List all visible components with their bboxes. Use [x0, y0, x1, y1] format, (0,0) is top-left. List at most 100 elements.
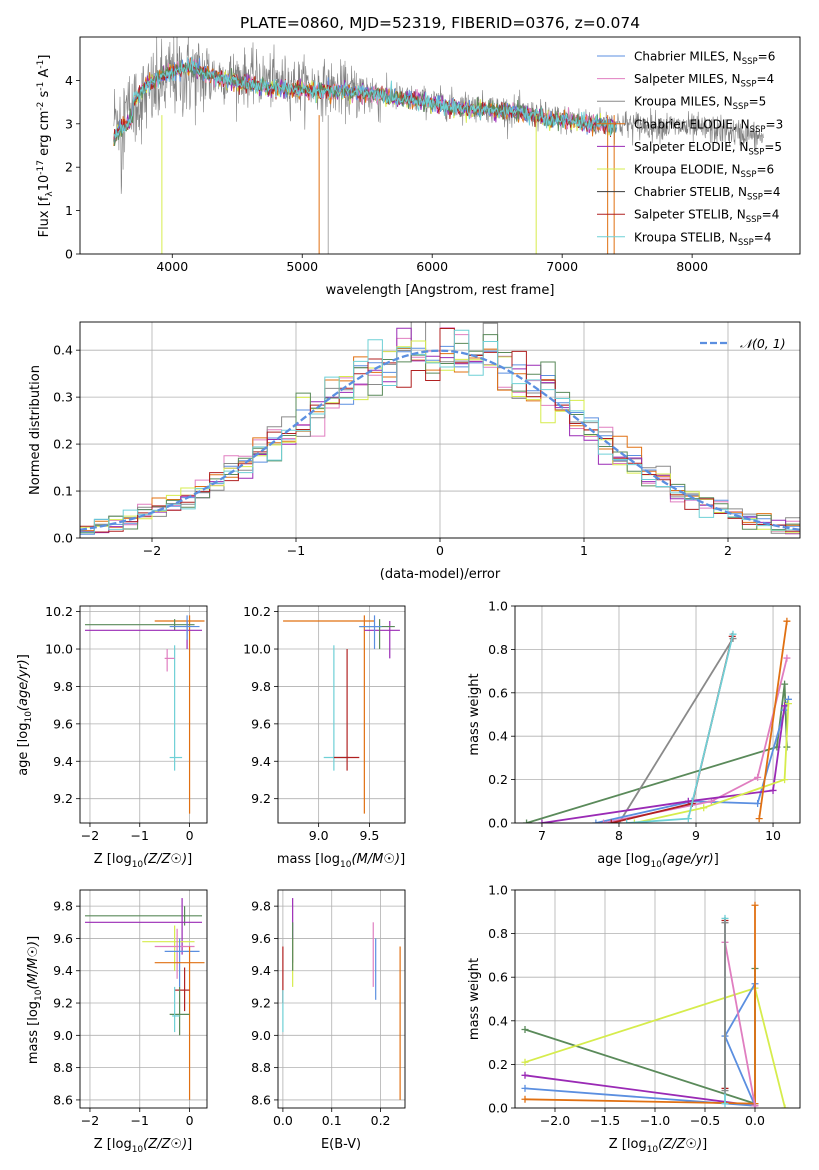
label-part: -17 [36, 160, 46, 175]
y-tick-label: 0.4 [488, 1013, 508, 1028]
weight-marker [783, 654, 791, 662]
figure-title: PLATE=0860, MJD=52319, FIBERID=0376, z=0… [240, 14, 640, 32]
y-axis-label: Flux [fλ10-17 erg cm-2 s-1 A-1] [36, 55, 55, 238]
y-tick-label: 0.2 [488, 772, 508, 787]
x-tick-label: 10 [765, 828, 781, 843]
label-part: =4 [762, 208, 780, 222]
y-tick-label: 0 [65, 247, 73, 262]
label-part: mass [log [277, 852, 340, 867]
axes-frame [79, 889, 208, 1109]
label-part: Flux [f [37, 196, 52, 237]
x-tick-label: 9.5 [359, 828, 379, 843]
label-part: ] [714, 852, 719, 867]
weight-marker [630, 819, 638, 823]
label-part: =3 [766, 117, 784, 131]
label-sub: 10 [24, 711, 34, 723]
normal-curve [80, 349, 800, 531]
label-part: mass [log [26, 1001, 41, 1064]
y-tick-label: 0.4 [488, 729, 508, 744]
y-tick-label: 8.6 [53, 1092, 73, 1107]
weight-marker [784, 700, 792, 708]
label-part: -1 [36, 82, 46, 91]
y-tick-label: 8.8 [251, 1060, 271, 1075]
weight-marker [751, 901, 759, 909]
panel-mass-vs-EBV: 0.0 0.1 0.2 8.6 8.8 9.0 9.2 9.4 9.6 9.8 E(B-V) [251, 889, 406, 1152]
x-tick-label: 9.0 [309, 828, 329, 843]
label-sub: 10 [340, 860, 352, 870]
label-part: age [log [597, 852, 650, 867]
label-part: A [37, 69, 52, 82]
x-tick-label: 0.1 [322, 1113, 342, 1128]
panel-weight-vs-Z: −2.0 −1.5 −1.0 −0.5 0.0 0.0 0.2 0.4 0.6 0.8 1.0 mas… [467, 883, 801, 1155]
plot-area [80, 322, 800, 535]
y-tick-label: 9.2 [53, 791, 73, 806]
label-sub: SSP [748, 147, 764, 157]
label-part: ] [187, 852, 192, 867]
label-part: Z [log [609, 1137, 647, 1152]
label-part: Z [log [94, 852, 132, 867]
y-tick-label: 10.0 [45, 642, 73, 657]
label-part: =6 [758, 50, 776, 64]
y-tick-label: 0.2 [53, 437, 73, 452]
label-part: Kroupa ELODIE, N [634, 163, 741, 177]
y-tick-label: 9.4 [251, 963, 271, 978]
y-tick-label: 10.2 [243, 604, 271, 619]
label-part: -2 [36, 102, 46, 111]
y-axis-label: mass weight [467, 958, 482, 1040]
axes-frame [79, 605, 208, 824]
plot-area [283, 615, 400, 814]
panel-weight-vs-age: 7 8 9 10 0.0 0.2 0.4 0.6 0.8 1.0 mass weight age [l… [467, 599, 801, 870]
axes-frame [79, 36, 801, 255]
x-axis-label: E(B-V) [321, 1137, 361, 1152]
label-sub: SSP [746, 215, 762, 225]
x-tick-label: 9 [692, 828, 700, 843]
label-part: Salpeter MILES, N [634, 72, 741, 86]
label-part: Chabrier STELIB, N [634, 185, 747, 199]
x-tick-label: 0.2 [371, 1113, 391, 1128]
label-sub: 10 [132, 860, 144, 870]
plot-area [521, 901, 789, 1108]
weight-line [634, 703, 790, 823]
weight-line [611, 636, 734, 823]
x-tick-label: 6000 [416, 259, 448, 274]
weight-marker [721, 1087, 729, 1095]
panel-mass-vs-Z: −2 −1 08.68.89.09.29.49.69.8Z [log10(Z/Z☉)… [26, 889, 208, 1155]
x-tick-label: 7 [538, 828, 546, 843]
y-tick-label: 1.0 [488, 599, 508, 614]
weight-marker [721, 1100, 729, 1108]
label-part: Kroupa MILES, N [634, 95, 733, 109]
y-tick-label: 0.3 [53, 390, 73, 405]
label-sub: 10 [647, 1145, 659, 1155]
x-tick-label: 5000 [286, 259, 318, 274]
label-part: ] [702, 1137, 707, 1152]
label-part: (age/yr) [16, 659, 31, 711]
label-sub: SSP [738, 238, 754, 248]
label-part: -1 [36, 60, 46, 69]
x-tick-label: −2 [143, 543, 161, 558]
panel-spectrum: 4000 5000 6000 7000 8000 0 1 2 3 4 wavelength [Ang… [36, 36, 801, 298]
weight-marker [781, 1104, 789, 1108]
x-tick-label: 0.0 [745, 1113, 765, 1128]
label-part: =4 [756, 72, 774, 86]
y-tick-label: 4 [65, 73, 73, 88]
y-tick-label: 9.8 [53, 679, 73, 694]
x-axis-label: age [log10(age/yr)] [597, 852, 719, 870]
x-tick-label: 4000 [156, 259, 188, 274]
y-tick-label: 9.4 [53, 963, 73, 978]
x-tick-label: 0.0 [273, 1113, 293, 1128]
weight-marker [592, 819, 600, 823]
y-tick-label: 0.0 [53, 531, 73, 546]
plot-area [282, 898, 401, 1100]
x-axis-label: Z [log10(Z/Z☉)] [94, 1137, 192, 1155]
weight-line [524, 905, 756, 1105]
x-axis-label: Z [log10(Z/Z☉)] [94, 852, 192, 870]
weight-line [626, 633, 734, 823]
label-part: Salpeter STELIB, N [634, 208, 746, 222]
weight-line [524, 983, 757, 1107]
legend-label: Kroupa STELIB, NSSP=4 [634, 230, 772, 248]
label-sub: SSP [733, 102, 749, 112]
label-part: =4 [754, 230, 772, 244]
legend-label: Salpeter STELIB, NSSP=4 [634, 208, 779, 226]
axes-frame [277, 605, 406, 824]
x-tick-label: −2 [81, 1113, 99, 1128]
